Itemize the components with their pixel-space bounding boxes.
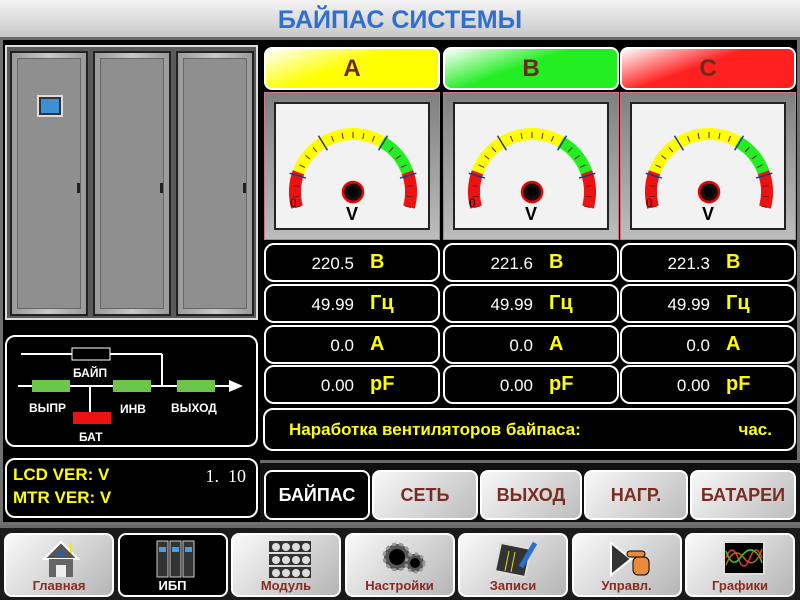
freq-unit: Гц <box>726 292 750 314</box>
nav-waveform-chart-button[interactable]: Графики <box>685 533 795 597</box>
pf-cell: 0.00 pF <box>620 365 796 404</box>
rectifier-block <box>32 380 70 392</box>
gauge-unit-label: V <box>702 204 715 224</box>
tab-2[interactable]: ВЫХОД <box>480 470 582 520</box>
cabinet <box>93 51 171 316</box>
nav-module-rack-button[interactable]: Модуль <box>231 533 341 597</box>
tab-3[interactable]: НАГР. <box>584 470 688 520</box>
gauge-zero-label: 0 <box>290 195 297 210</box>
nav-hand-pointer-button[interactable]: Управл. <box>571 533 682 597</box>
output-label: ВЫХОД <box>171 401 217 415</box>
voltage-value: 220.5 <box>311 254 354 273</box>
output-block <box>177 380 215 392</box>
nav-label: Настройки <box>365 578 434 593</box>
voltage-value: 221.6 <box>490 254 533 273</box>
fan-runtime-label: Наработка вентиляторов байпаса: <box>289 420 581 439</box>
voltage-cell: 221.3 В <box>620 243 796 282</box>
gauge-unit-label: V <box>346 204 359 224</box>
phase-header-a: A <box>264 47 440 90</box>
voltage-gauge: 0 V <box>620 92 796 240</box>
pf-unit: pF <box>726 373 751 395</box>
pf-cell: 0.00 pF <box>264 365 440 404</box>
voltage-unit: В <box>370 251 385 273</box>
voltage-gauge: 0 V <box>264 92 440 240</box>
freq-value: 49.99 <box>311 295 354 314</box>
voltage-gauge: 0 V <box>443 92 619 240</box>
lcd-screen-icon <box>37 95 63 117</box>
voltage-unit: В <box>549 251 564 273</box>
gauge-zero-label: 0 <box>469 195 476 210</box>
mtr-version-label: MTR VER: V <box>13 488 112 507</box>
freq-unit: Гц <box>549 292 573 314</box>
nav-label: Главная <box>32 578 86 593</box>
pf-unit: pF <box>549 373 574 395</box>
current-cell: 0.0 A <box>443 325 619 364</box>
pf-value: 0.00 <box>499 376 533 395</box>
freq-cell: 49.99 Гц <box>443 284 619 323</box>
nav-label: Модуль <box>260 578 312 593</box>
nav-label: Управл. <box>601 578 652 593</box>
fan-runtime-unit: час. <box>738 420 772 439</box>
battery-label: БАТ <box>79 430 103 444</box>
gauge-unit-label: V <box>525 204 538 224</box>
gauge-zero-label: 0 <box>646 195 653 210</box>
current-unit: A <box>549 333 564 355</box>
current-value: 0.0 <box>509 336 533 355</box>
voltage-value: 221.3 <box>667 254 710 273</box>
voltage-cell: 221.6 В <box>443 243 619 282</box>
nav-home-button[interactable]: Главная <box>4 533 114 597</box>
arrow-icon <box>229 380 243 392</box>
freq-unit: Гц <box>370 292 394 314</box>
tab-1[interactable]: СЕТЬ <box>372 470 478 520</box>
nav-records-pen-button[interactable]: Записи <box>458 533 568 597</box>
nav-label: ИБП <box>158 578 187 593</box>
phase-header-c: C <box>620 47 796 90</box>
freq-value: 49.99 <box>667 295 710 314</box>
pf-unit: pF <box>370 373 395 395</box>
bypass-label: БАЙП <box>73 366 108 380</box>
current-cell: 0.0 A <box>620 325 796 364</box>
rectifier-label: ВЫПР <box>29 401 67 415</box>
battery-block <box>73 412 111 424</box>
power-flow-diagram: БАЙП ВЫПР ИНВ ВЫХОД БАТ <box>5 335 258 447</box>
current-cell: 0.0 A <box>264 325 440 364</box>
freq-value: 49.99 <box>490 295 533 314</box>
voltage-cell: 220.5 В <box>264 243 440 282</box>
nav-label: Графики <box>712 578 768 593</box>
lcd-version-value: 1. 10 <box>205 466 247 486</box>
nav-label: Записи <box>489 578 537 593</box>
voltage-unit: В <box>726 251 741 273</box>
main-frame <box>0 40 800 525</box>
tab-bar: БАЙПАС СЕТЬ ВЫХОД НАГР. БАТАРЕИ <box>260 460 800 522</box>
nav-ups-cabinet-button[interactable]: ИБП <box>117 533 228 597</box>
nav-gears-button[interactable]: Настройки <box>344 533 455 597</box>
pf-value: 0.00 <box>320 376 354 395</box>
inverter-label: ИНВ <box>120 402 146 416</box>
lcd-version-label: LCD VER: V <box>13 465 110 484</box>
cabinet <box>176 51 254 316</box>
current-unit: A <box>370 333 385 355</box>
pf-cell: 0.00 pF <box>443 365 619 404</box>
tab-4[interactable]: БАТАРЕИ <box>690 470 796 520</box>
current-value: 0.0 <box>686 336 710 355</box>
cabinet <box>10 51 88 316</box>
current-value: 0.0 <box>330 336 354 355</box>
freq-cell: 49.99 Гц <box>264 284 440 323</box>
current-unit: A <box>726 333 741 355</box>
bypass-fan-runtime: Наработка вентиляторов байпаса: час. <box>263 408 796 451</box>
inverter-block <box>113 380 151 392</box>
page-title: БАЙПАС СИСТЕМЫ <box>0 0 800 40</box>
freq-cell: 49.99 Гц <box>620 284 796 323</box>
version-panel: LCD VER: V MTR VER: V 1. 10 <box>5 458 258 518</box>
tab-0[interactable]: БАЙПАС <box>264 470 370 520</box>
phase-header-b: B <box>443 47 619 90</box>
bypass-block <box>71 347 111 361</box>
ups-cabinets-image <box>5 45 258 320</box>
pf-value: 0.00 <box>676 376 710 395</box>
bottom-navigation: Главная ИБП Модуль Настройки Записи Упра… <box>0 525 800 600</box>
